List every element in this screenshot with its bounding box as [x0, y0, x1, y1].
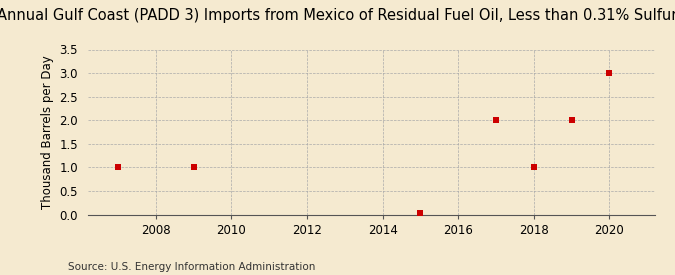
Point — [415, 211, 426, 215]
Point — [566, 118, 577, 122]
Text: Annual Gulf Coast (PADD 3) Imports from Mexico of Residual Fuel Oil, Less than 0: Annual Gulf Coast (PADD 3) Imports from … — [0, 8, 675, 23]
Point — [604, 71, 615, 75]
Point — [113, 165, 124, 170]
Point — [491, 118, 502, 122]
Y-axis label: Thousand Barrels per Day: Thousand Barrels per Day — [41, 55, 54, 209]
Point — [529, 165, 539, 170]
Text: Source: U.S. Energy Information Administration: Source: U.S. Energy Information Administ… — [68, 262, 315, 272]
Point — [188, 165, 199, 170]
